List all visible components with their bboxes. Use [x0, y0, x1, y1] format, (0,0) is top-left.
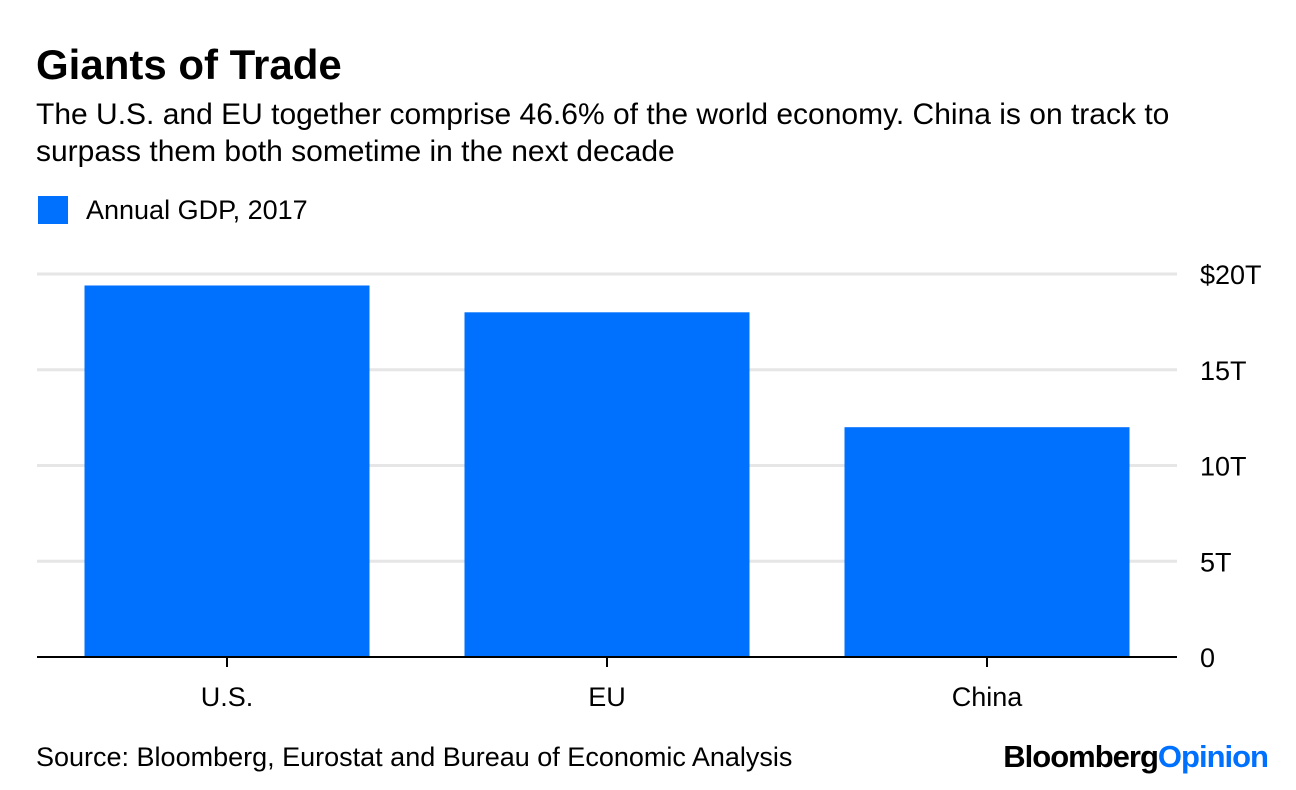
chart-title: Giants of Trade	[36, 41, 342, 88]
bars	[84, 285, 1130, 657]
brand-secondary: Opinion	[1157, 739, 1269, 774]
legend: Annual GDP, 2017	[38, 193, 308, 227]
bar-china	[844, 427, 1130, 657]
y-tick-label-0: 0	[1200, 643, 1215, 673]
legend-swatch	[38, 196, 68, 224]
tick-labels: 0 5T 10T 15T $20T U.S. EU China	[201, 260, 1262, 712]
legend-label: Annual GDP, 2017	[86, 195, 308, 225]
y-tick-label-20: $20T	[1200, 260, 1262, 290]
y-tick-label-15: 15T	[1200, 356, 1247, 386]
x-tick-label-us: U.S.	[201, 682, 254, 712]
x-tick-label-china: China	[952, 682, 1024, 712]
bar-eu	[464, 312, 750, 657]
brand-logo: BloombergOpinion	[1003, 738, 1269, 776]
chart-subtitle: The U.S. and EU together comprise 46.6% …	[36, 98, 1170, 168]
y-tick-label-5: 5T	[1200, 547, 1232, 577]
x-tick-label-eu: EU	[588, 682, 626, 712]
source-note: Source: Bloomberg, Eurostat and Bureau o…	[36, 742, 793, 772]
bar-us	[84, 285, 370, 657]
brand-primary: Bloomberg	[1003, 739, 1159, 774]
y-tick-label-10: 10T	[1200, 452, 1247, 482]
axes	[37, 656, 1177, 667]
